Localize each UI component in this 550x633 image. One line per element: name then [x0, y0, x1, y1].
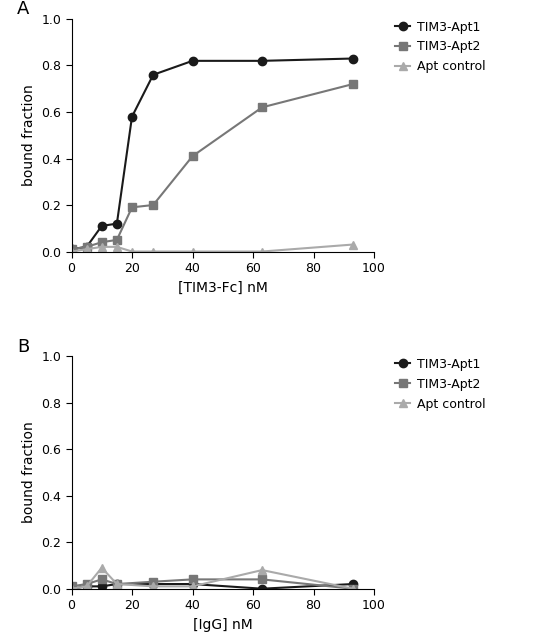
TIM3-Apt2: [189, 575, 196, 583]
TIM3-Apt2: [350, 80, 356, 88]
Y-axis label: bound fraction: bound fraction: [21, 422, 36, 523]
TIM3-Apt1: [84, 243, 90, 251]
Apt control: [150, 582, 157, 590]
TIM3-Apt2: [113, 236, 120, 244]
TIM3-Apt2: [189, 153, 196, 160]
TIM3-Apt2: [68, 582, 75, 590]
Apt control: [129, 248, 135, 255]
TIM3-Apt2: [129, 204, 135, 211]
Line: TIM3-Apt2: TIM3-Apt2: [67, 575, 357, 593]
TIM3-Apt1: [150, 71, 157, 78]
TIM3-Apt1: [113, 580, 120, 588]
Apt control: [350, 585, 356, 592]
X-axis label: [TIM3-Fc] nM: [TIM3-Fc] nM: [178, 280, 268, 294]
Line: Apt control: Apt control: [67, 241, 357, 256]
TIM3-Apt1: [350, 580, 356, 588]
Apt control: [258, 567, 265, 574]
Text: B: B: [17, 337, 29, 356]
Line: Apt control: Apt control: [67, 563, 357, 593]
TIM3-Apt1: [189, 580, 196, 588]
Legend: TIM3-Apt1, TIM3-Apt2, Apt control: TIM3-Apt1, TIM3-Apt2, Apt control: [395, 358, 485, 411]
TIM3-Apt2: [258, 575, 265, 583]
Apt control: [84, 582, 90, 590]
TIM3-Apt1: [113, 220, 120, 227]
TIM3-Apt1: [98, 222, 105, 230]
TIM3-Apt1: [150, 580, 157, 588]
Y-axis label: bound fraction: bound fraction: [21, 84, 36, 186]
TIM3-Apt2: [84, 580, 90, 588]
Apt control: [68, 585, 75, 592]
TIM3-Apt1: [258, 585, 265, 592]
TIM3-Apt1: [98, 582, 105, 590]
TIM3-Apt1: [129, 113, 135, 120]
TIM3-Apt1: [84, 582, 90, 590]
TIM3-Apt1: [350, 54, 356, 62]
Line: TIM3-Apt1: TIM3-Apt1: [67, 580, 357, 593]
Apt control: [150, 248, 157, 255]
TIM3-Apt2: [113, 580, 120, 588]
Apt control: [84, 246, 90, 253]
TIM3-Apt2: [68, 246, 75, 253]
Apt control: [189, 248, 196, 255]
Line: TIM3-Apt1: TIM3-Apt1: [67, 54, 357, 253]
TIM3-Apt2: [350, 585, 356, 592]
TIM3-Apt2: [84, 243, 90, 251]
TIM3-Apt1: [68, 585, 75, 592]
Legend: TIM3-Apt1, TIM3-Apt2, Apt control: TIM3-Apt1, TIM3-Apt2, Apt control: [395, 21, 485, 73]
Apt control: [113, 243, 120, 251]
TIM3-Apt1: [189, 57, 196, 65]
Apt control: [98, 564, 105, 572]
TIM3-Apt2: [150, 201, 157, 209]
TIM3-Apt2: [258, 104, 265, 111]
Text: A: A: [17, 1, 30, 18]
Apt control: [258, 248, 265, 255]
Apt control: [350, 241, 356, 248]
TIM3-Apt1: [258, 57, 265, 65]
TIM3-Apt2: [150, 578, 157, 586]
Apt control: [113, 580, 120, 588]
Line: TIM3-Apt2: TIM3-Apt2: [67, 80, 357, 253]
TIM3-Apt2: [98, 575, 105, 583]
Apt control: [98, 243, 105, 251]
TIM3-Apt2: [98, 239, 105, 246]
TIM3-Apt1: [68, 246, 75, 253]
Apt control: [68, 248, 75, 255]
Apt control: [189, 582, 196, 590]
X-axis label: [IgG] nM: [IgG] nM: [193, 618, 252, 632]
